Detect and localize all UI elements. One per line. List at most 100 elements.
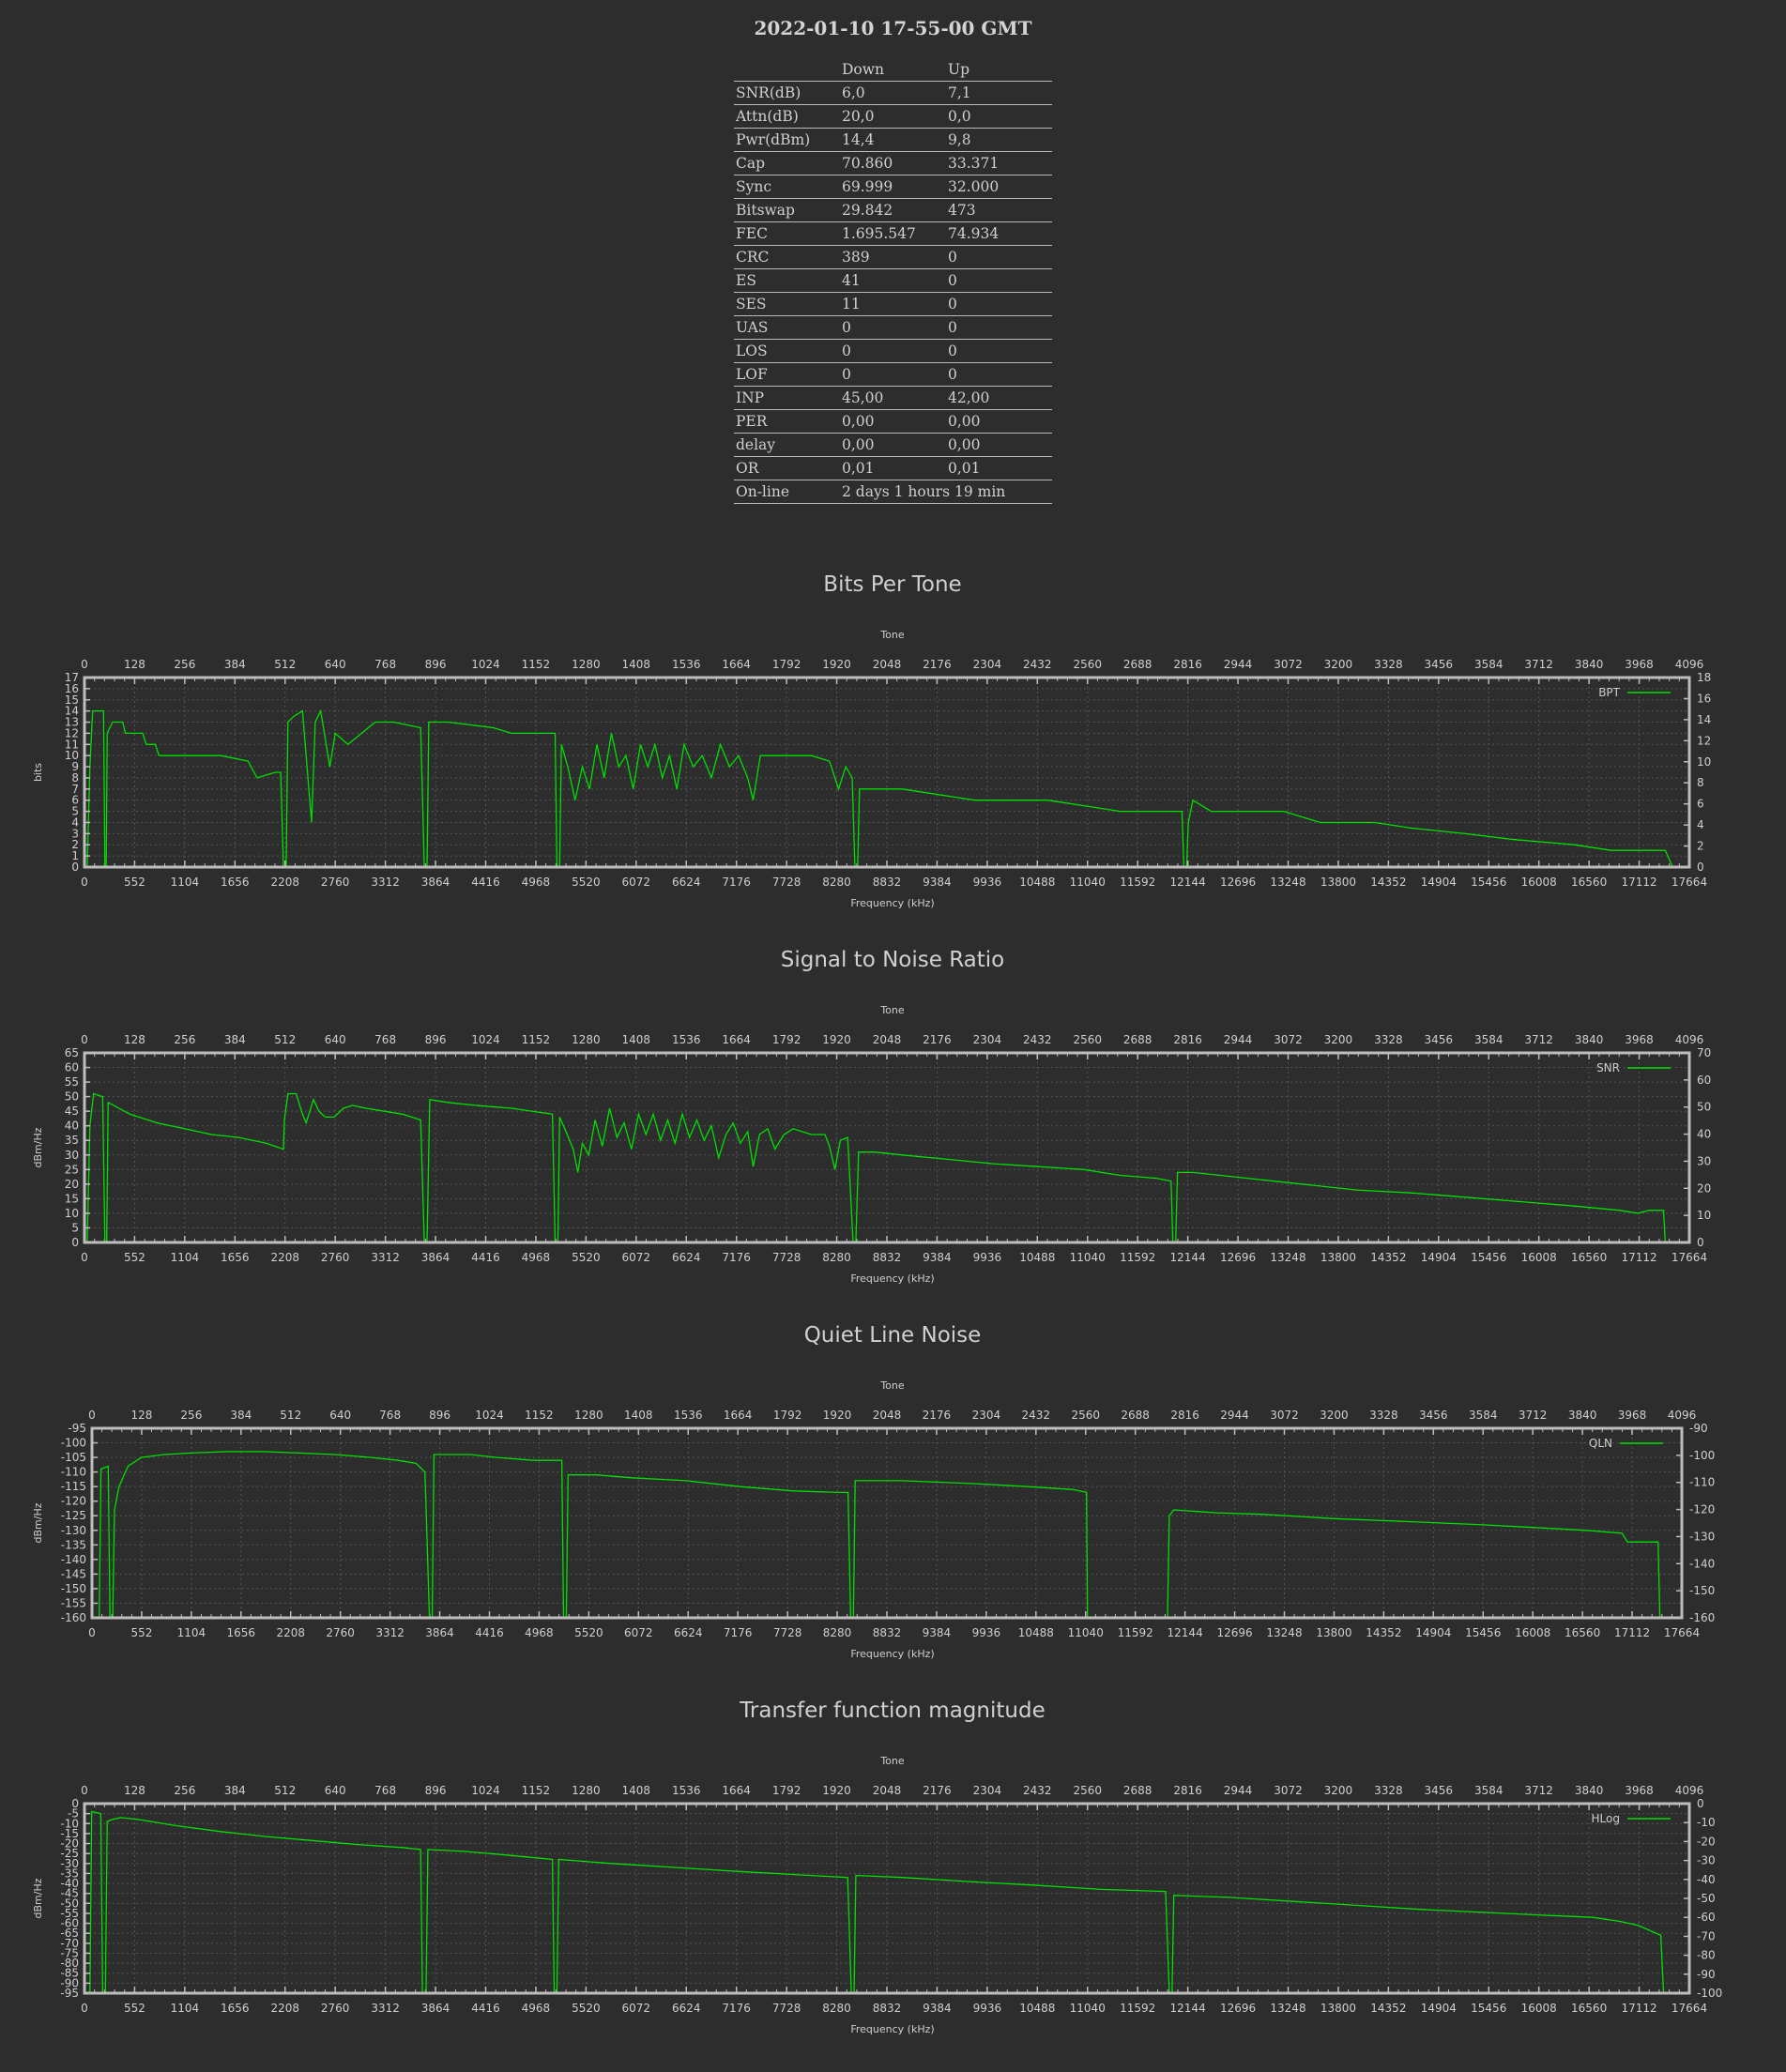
stats-up-value: 7,1 xyxy=(946,81,1052,105)
y-tick-label: -120 xyxy=(61,1495,86,1508)
x2-tick-label: 896 xyxy=(425,658,447,671)
y2-tick-label: -90 xyxy=(1697,1968,1716,1981)
x2-tick-label: 1152 xyxy=(525,1409,554,1422)
x2-tick-label: 768 xyxy=(379,1409,401,1422)
stats-label: Bitswap xyxy=(734,198,840,222)
stats-down-value: 0 xyxy=(840,339,946,363)
page-timestamp: 2022-01-10 17-55-00 GMT xyxy=(754,17,1032,39)
x-tick-label: 6072 xyxy=(624,1626,653,1639)
y2-tick-label: -130 xyxy=(1689,1530,1715,1543)
y2-tick-label: 14 xyxy=(1697,713,1711,726)
stats-table: Down Up SNR(dB) 6,0 7,1 Attn(dB) 20,0 0,0 Pwr(… xyxy=(734,58,1052,504)
x2-tick-label: 128 xyxy=(130,1409,152,1422)
y-tick-label: 15 xyxy=(65,693,79,707)
x-tick-label: 3864 xyxy=(421,876,450,889)
series-line-snr xyxy=(86,1092,1667,1243)
stats-label: FEC xyxy=(734,221,840,246)
stats-label: SNR(dB) xyxy=(734,81,840,105)
y2-tick-label: -70 xyxy=(1697,1929,1716,1942)
chart-grid xyxy=(92,1428,1682,1618)
x-tick-label: 17112 xyxy=(1621,876,1656,889)
x-tick-label: 1104 xyxy=(177,1626,206,1639)
x-tick-label: 7176 xyxy=(724,1626,753,1639)
x2-tick-label: 256 xyxy=(174,658,195,671)
y2-tick-label: -60 xyxy=(1697,1911,1716,1924)
stats-up-value: 32.000 xyxy=(946,175,1052,199)
y-axis-label: dBm/Hz xyxy=(32,1127,44,1167)
x-tick-label: 11592 xyxy=(1118,1626,1153,1639)
x2-tick-label: 3968 xyxy=(1625,1784,1654,1797)
y-tick-label: -140 xyxy=(61,1553,86,1566)
x-tick-label: 6624 xyxy=(674,1626,703,1639)
y-tick-label: 1 xyxy=(71,849,79,862)
stats-header-cell xyxy=(734,58,840,82)
x-tick-label: 0 xyxy=(81,876,88,889)
x-tick-label: 6624 xyxy=(672,1251,701,1264)
x2-tick-label: 640 xyxy=(329,1409,351,1422)
y2-tick-label: 60 xyxy=(1697,1074,1711,1087)
x-tick-label: 12144 xyxy=(1170,2002,1206,2015)
stats-down-value: 389 xyxy=(840,245,946,269)
y-tick-label: -10 xyxy=(60,1817,79,1830)
y-tick-label: -40 xyxy=(60,1877,79,1890)
y2-tick-label: -150 xyxy=(1689,1584,1715,1597)
stats-up-value: 0,01 xyxy=(946,456,1052,480)
chart-bits-per-tone: Bits Per Tone Tone Frequency (kHz) bits 0 552… xyxy=(32,572,1711,909)
x2-tick-label: 128 xyxy=(124,1033,145,1046)
stats-label: INP xyxy=(734,386,840,410)
stats-down-value: 70.860 xyxy=(840,151,946,175)
stats-row: SNR(dB) 6,0 7,1 xyxy=(734,81,1052,105)
stats-label: Attn(dB) xyxy=(734,104,840,129)
top-axis-label: Tone xyxy=(879,1004,905,1016)
x-tick-label: 8832 xyxy=(873,1626,902,1639)
x-tick-label: 9936 xyxy=(973,2002,1002,2015)
x-tick-label: 0 xyxy=(81,1251,88,1264)
y-tick-label: -15 xyxy=(60,1827,79,1840)
x2-tick-label: 1152 xyxy=(522,1033,551,1046)
y-tick-label: -125 xyxy=(61,1509,86,1522)
chart-signal-to-noise-ratio: Signal to Noise Ratio Tone Frequency (kHz)… xyxy=(32,948,1711,1285)
x-tick-label: 2208 xyxy=(270,2002,299,2015)
y2-tick-label: -30 xyxy=(1697,1854,1716,1867)
y2-tick-label: 10 xyxy=(1697,755,1711,769)
x-tick-label: 13800 xyxy=(1320,2002,1356,2015)
x2-tick-label: 512 xyxy=(280,1409,301,1422)
x2-tick-label: 1024 xyxy=(475,1409,504,1422)
x-tick-label: 2760 xyxy=(321,876,350,889)
x-tick-label: 3312 xyxy=(371,2002,400,2015)
chart-grid xyxy=(84,678,1689,867)
x-tick-label: 12696 xyxy=(1220,2002,1256,2015)
x2-tick-label: 1664 xyxy=(722,658,751,671)
x-tick-label: 1656 xyxy=(221,1251,250,1264)
chart-legend: SNR xyxy=(1596,1061,1671,1074)
y-tick-label: -160 xyxy=(61,1611,86,1624)
x2-tick-label: 640 xyxy=(325,1784,346,1797)
stats-down-value: 20,0 xyxy=(840,104,946,129)
stats-row: Sync 69.999 32.000 xyxy=(734,175,1052,199)
stats-up-value: 0,0 xyxy=(946,104,1052,129)
x-tick-label: 8280 xyxy=(822,2002,851,2015)
chart-grid xyxy=(84,1804,1689,1993)
y-tick-label: 15 xyxy=(65,1192,79,1205)
series-line-bpt xyxy=(86,708,1673,868)
x-tick-label: 14352 xyxy=(1370,2002,1406,2015)
stats-up-value: 74.934 xyxy=(946,221,1052,246)
y-axis-label: dBm/Hz xyxy=(32,1502,44,1543)
x2-tick-label: 1536 xyxy=(672,1784,701,1797)
x-tick-label: 10488 xyxy=(1019,1251,1055,1264)
x-tick-label: 12696 xyxy=(1216,1626,1252,1639)
x-tick-label: 552 xyxy=(130,1626,152,1639)
stats-row: FEC 1.695.547 74.934 xyxy=(734,221,1052,246)
y-tick-label: -80 xyxy=(60,1957,79,1970)
stats-up-value: 9,8 xyxy=(946,128,1052,152)
x2-tick-label: 2432 xyxy=(1023,1784,1052,1797)
bottom-axis-label: Frequency (kHz) xyxy=(850,897,934,909)
x-tick-label: 11040 xyxy=(1068,1626,1104,1639)
x2-tick-label: 128 xyxy=(124,1784,145,1797)
x2-tick-label: 3968 xyxy=(1625,1033,1654,1046)
x2-tick-label: 3072 xyxy=(1274,658,1303,671)
x2-tick-label: 1536 xyxy=(674,1409,703,1422)
x2-tick-label: 1920 xyxy=(823,1409,852,1422)
x-tick-label: 11592 xyxy=(1120,1251,1155,1264)
x2-tick-label: 640 xyxy=(325,658,346,671)
